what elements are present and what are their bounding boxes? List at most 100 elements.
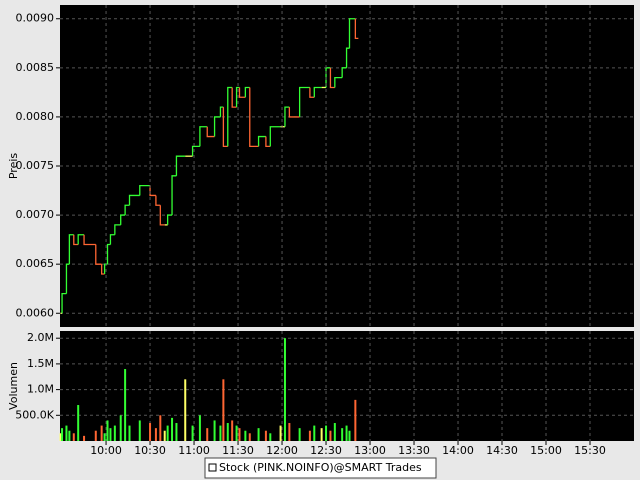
price-step <box>120 214 126 225</box>
volume-bar <box>113 425 116 441</box>
price-step <box>106 243 111 265</box>
x-tick-label: 14:30 <box>486 444 518 457</box>
price-step <box>114 224 121 235</box>
price-step <box>249 87 259 148</box>
x-tick-label: 13:30 <box>398 444 430 457</box>
volume-bar <box>238 428 241 441</box>
price-step <box>139 184 151 196</box>
volume-bar <box>213 420 216 441</box>
volume-bar <box>298 428 301 441</box>
price-step <box>175 155 186 176</box>
price-step <box>222 107 228 148</box>
volume-bar <box>313 425 316 441</box>
x-tick-label: 11:30 <box>222 444 254 457</box>
price-step <box>83 234 96 246</box>
price-step <box>219 106 224 117</box>
price-step <box>149 185 156 197</box>
x-tick-label: 10:30 <box>134 444 166 457</box>
volume-bar <box>320 428 323 441</box>
price-step <box>354 18 359 40</box>
x-tick-label: 13:00 <box>354 444 386 457</box>
x-tick-label: 15:00 <box>530 444 562 457</box>
price-step <box>298 86 310 117</box>
volume-bar <box>235 425 238 441</box>
volume-bar <box>72 433 75 441</box>
price-step <box>265 136 271 148</box>
volume-bar <box>333 423 336 441</box>
volume-bar <box>348 430 351 441</box>
volume-bar <box>283 338 286 441</box>
volume-bar <box>269 433 272 441</box>
y-tick-label: 1.5M <box>27 357 54 370</box>
volume-bar <box>341 428 344 441</box>
y-tick-label: 2.0M <box>27 331 54 344</box>
price-step <box>334 76 343 88</box>
price-axis-label: Preis <box>7 153 20 180</box>
x-tick-label: 12:30 <box>310 444 342 457</box>
y-tick-label: 0.0080 <box>16 110 55 123</box>
price-step <box>159 205 165 226</box>
price-step <box>171 175 177 216</box>
volume-bar <box>231 420 234 441</box>
price-step <box>238 87 246 98</box>
volume-bar <box>149 423 152 441</box>
volume-bar <box>154 428 157 441</box>
volume-bar <box>103 433 106 441</box>
price-step <box>313 86 322 98</box>
legend-swatch <box>208 463 217 472</box>
price-step <box>65 263 70 294</box>
x-tick-label: 12:00 <box>266 444 298 457</box>
y-tick-label: 0.0075 <box>16 159 55 172</box>
volume-bar <box>109 428 112 441</box>
price-step <box>73 234 79 246</box>
volume-bar <box>77 405 80 441</box>
volume-bar <box>175 423 178 441</box>
volume-bar <box>329 430 332 441</box>
volume-bar <box>198 415 201 441</box>
volume-bar <box>68 430 71 441</box>
price-step <box>191 145 200 157</box>
volume-bar <box>166 425 169 441</box>
volume-bar <box>257 428 260 441</box>
volume-bar <box>171 417 174 441</box>
volume-bar <box>288 423 291 441</box>
volume-bar <box>94 430 97 441</box>
x-tick-label: 10:00 <box>90 444 122 457</box>
price-step <box>244 86 250 98</box>
price-step <box>309 87 315 98</box>
volume-bar <box>325 425 328 441</box>
y-tick-label: 1.0M <box>27 383 54 396</box>
price-step <box>348 18 356 49</box>
volume-bar <box>264 430 267 441</box>
volume-bar <box>222 379 225 441</box>
y-tick-label: 0.0085 <box>16 61 55 74</box>
price-step <box>345 47 350 68</box>
legend-label: Stock (PINK.NOINFO)@SMART Trades <box>219 461 422 474</box>
price-step <box>77 234 85 245</box>
price-step <box>288 107 300 118</box>
volume-bar <box>100 425 103 441</box>
x-tick-label: 14:00 <box>442 444 474 457</box>
volume-bar <box>248 433 251 441</box>
x-tick-label: 11:00 <box>178 444 210 457</box>
volume-bar <box>163 430 166 441</box>
price-step <box>341 67 347 78</box>
price-step <box>199 126 208 147</box>
volume-bar <box>184 379 187 441</box>
price-step <box>269 126 281 147</box>
price-step <box>206 126 215 138</box>
volume-bar <box>226 423 229 441</box>
price-step <box>235 86 240 108</box>
volume-bar <box>65 425 68 441</box>
volume-plot <box>60 331 634 441</box>
volume-bar <box>59 433 62 441</box>
volume-bar <box>128 425 131 441</box>
volume-bar <box>138 420 141 441</box>
price-step <box>124 204 130 216</box>
volume-bar <box>124 369 127 441</box>
volume-bar <box>219 425 222 441</box>
price-step <box>109 234 115 245</box>
volume-bar <box>191 425 194 441</box>
y-tick-label: 0.0070 <box>16 208 55 221</box>
price-step <box>100 264 105 275</box>
